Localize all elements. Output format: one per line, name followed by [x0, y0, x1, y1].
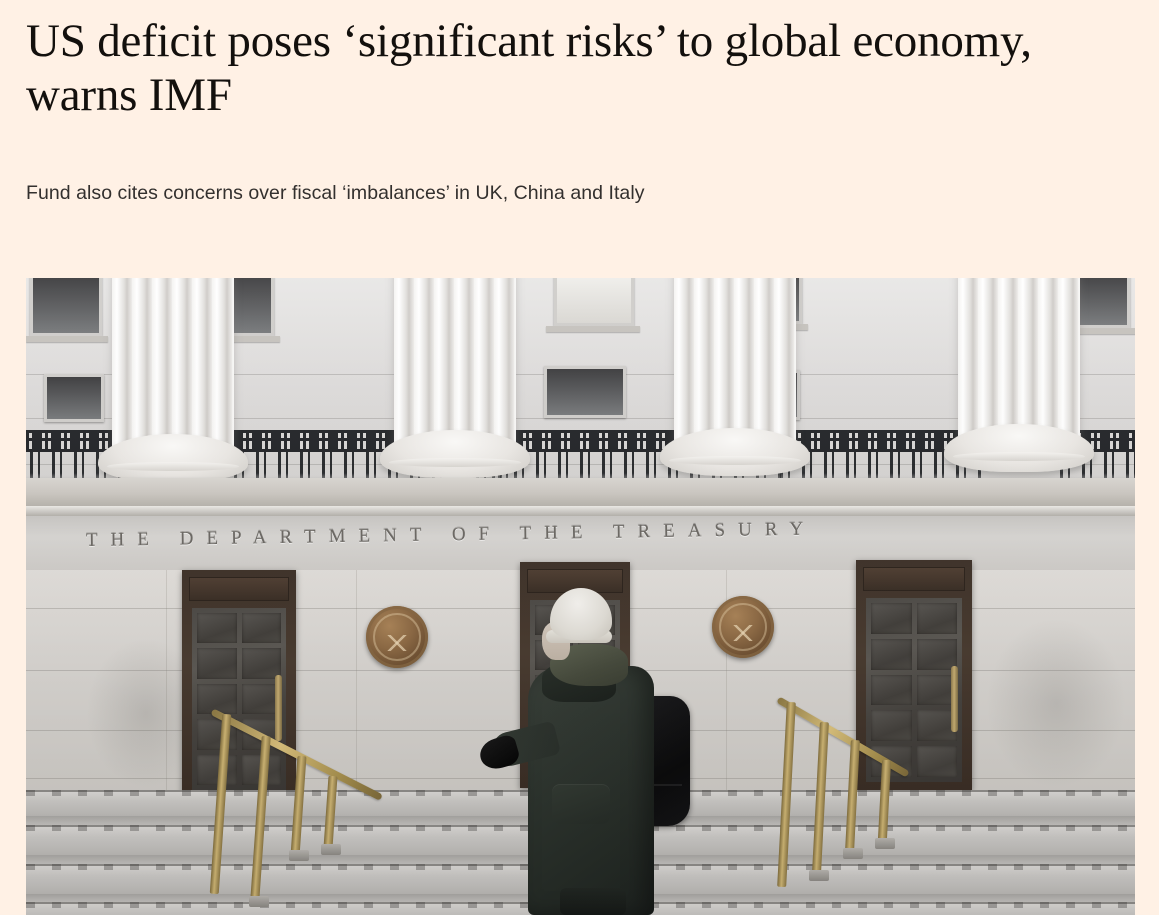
facade-window — [1074, 278, 1130, 328]
masonry-joint — [356, 570, 357, 820]
masonry-joint — [166, 570, 167, 820]
handrail-foot — [843, 848, 863, 859]
column-capital — [98, 434, 248, 482]
handrail-foot — [321, 844, 341, 855]
treasury-seal-icon — [712, 596, 774, 658]
facade-column — [112, 278, 234, 464]
wall-weathering — [986, 618, 1126, 788]
page-title: US deficit poses ‘significant risks’ to … — [26, 15, 1032, 121]
masonry-joint — [26, 418, 1135, 419]
door-transom — [189, 577, 289, 601]
window-sill — [546, 326, 640, 332]
article-header: US deficit poses ‘significant risks’ to … — [26, 14, 1066, 122]
window-sill — [1068, 328, 1135, 334]
pedestrian — [476, 588, 690, 915]
backpack-seam — [636, 784, 682, 786]
door-handle[interactable] — [951, 665, 958, 732]
column-capital — [944, 424, 1094, 472]
facade-window — [544, 366, 626, 418]
knit-beanie — [550, 588, 612, 640]
greek-key-pattern — [776, 430, 984, 452]
door-handle[interactable] — [275, 674, 282, 741]
facade-window — [44, 374, 104, 422]
column-capital — [660, 428, 810, 476]
cornice-lip — [26, 506, 1135, 516]
column-capital — [380, 430, 530, 478]
facade-window — [30, 278, 102, 336]
handrail-foot — [875, 838, 895, 849]
door-glass — [866, 598, 962, 782]
facade-window-lit — [554, 278, 634, 326]
leg — [560, 888, 626, 915]
entrance-door[interactable] — [182, 570, 296, 798]
greek-key-pattern — [26, 430, 122, 452]
masonry-joint — [726, 570, 727, 820]
treasury-seal-icon — [366, 606, 428, 668]
article-standfirst: Fund also cites concerns over fiscal ‘im… — [26, 182, 645, 204]
handrail-foot — [249, 896, 269, 907]
handrail-foot — [809, 870, 829, 881]
coat-pocket — [552, 784, 610, 824]
window-sill — [26, 336, 108, 342]
door-transom — [863, 567, 965, 591]
treasury-inscription: THE DEPARTMENT OF THE TREASURY — [85, 518, 817, 551]
treasury-building-photo: THE DEPARTMENT OF THE TREASURY — [26, 278, 1135, 915]
handrail-foot — [289, 850, 309, 861]
window-sill — [218, 336, 280, 342]
door-glass — [192, 608, 286, 790]
article-hero-image: THE DEPARTMENT OF THE TREASURY — [26, 278, 1135, 915]
